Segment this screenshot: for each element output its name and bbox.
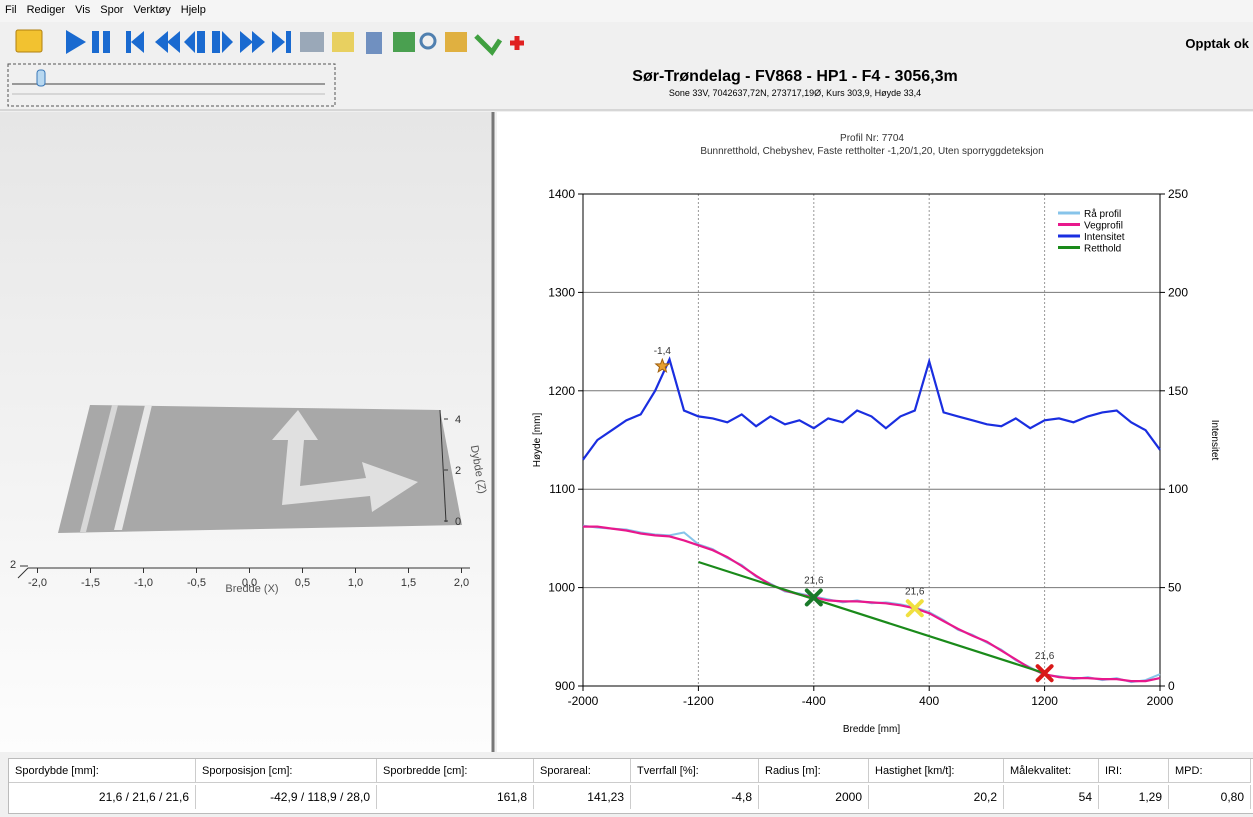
toolbar: [8, 30, 524, 106]
map-icon[interactable]: [445, 32, 467, 52]
surface-x-tick-label: 0,5: [295, 577, 310, 589]
table-header: Sporposisjon [cm]:: [196, 759, 377, 783]
legend-label: Retthold: [1084, 244, 1121, 255]
edit-icon[interactable]: [332, 32, 354, 52]
y-tick-label: 1300: [548, 285, 575, 299]
legend-label: Vegprofil: [1084, 221, 1123, 232]
pause-icon: [103, 31, 110, 53]
table-header: IRI:: [1099, 759, 1169, 783]
y-tick-label: 1400: [548, 187, 575, 201]
surface-z-tick-label: 2: [455, 465, 461, 477]
y-tick-label: 1200: [548, 384, 575, 398]
table-header: Radius [m]:: [759, 759, 869, 783]
table-value: 141,23: [534, 785, 631, 809]
nav-icons[interactable]: [126, 31, 291, 53]
y2-tick-label: 0: [1168, 679, 1175, 693]
y-tick-label: 900: [555, 679, 575, 693]
y2-tick-label: 100: [1168, 482, 1188, 496]
header-subtitle: Sone 33V, 7042637,72N, 273717,19Ø, Kurs …: [495, 88, 1095, 98]
table-header: MPD:: [1169, 759, 1251, 783]
table-value: -42,9 / 118,9 / 28,0: [196, 785, 377, 809]
x-tick-label: -2000: [568, 694, 599, 708]
y2-axis-label: Intensitet: [1209, 420, 1220, 461]
play-icon[interactable]: [66, 30, 86, 54]
surface-x-tick-label: -2,0: [28, 577, 47, 589]
table-value: 161,8: [377, 785, 534, 809]
y-tick-label: 1100: [549, 482, 575, 496]
y2-tick-label: 50: [1168, 581, 1182, 595]
x-tick-label: 2000: [1147, 694, 1174, 708]
x-tick-label: 400: [919, 694, 939, 708]
x-tick-label: 1200: [1031, 694, 1058, 708]
table-value: 2000: [759, 785, 869, 809]
legend-label: Rå profil: [1084, 208, 1121, 220]
y2-tick-label: 150: [1168, 384, 1188, 398]
surface-x-label: Bredde (X): [225, 583, 278, 595]
y2-tick-label: 250: [1168, 187, 1188, 201]
table-header: Sporareal:: [534, 759, 631, 783]
search-icon[interactable]: [421, 34, 435, 48]
table-value: 20,2: [869, 785, 1004, 809]
copy-icon[interactable]: [393, 32, 415, 52]
open-icon[interactable]: [16, 30, 42, 52]
table-value: 21,6 / 21,6 / 21,6: [9, 785, 196, 809]
chart-title: Profil Nr: 7704: [840, 133, 904, 144]
surface-z-tick-label: 0: [455, 516, 461, 528]
table-value: 54: [1004, 785, 1099, 809]
surface-y-tick-label: 2: [10, 559, 16, 571]
slider-thumb[interactable]: [37, 70, 45, 86]
table-header: Spordybde [mm]:: [9, 759, 196, 783]
header-title: Sør-Trøndelag - FV868 - HP1 - F4 - 3056,…: [495, 68, 1095, 86]
surface-x-tick-label: 1,5: [401, 577, 416, 589]
surface-x-tick-label: -1,0: [134, 577, 153, 589]
canvas: -2,0-1,5-1,0-0,50,00,51,01,52,0Bredde (X…: [0, 0, 1253, 817]
x-tick-label: -400: [802, 694, 826, 708]
marker-label: 21,6: [804, 575, 824, 586]
y-tick-label: 1000: [548, 581, 575, 595]
table-value: 1,29: [1099, 785, 1169, 809]
marker-label: -1,4: [654, 346, 672, 357]
marker-label: 21,6: [905, 586, 925, 597]
y2-tick-label: 200: [1168, 285, 1188, 299]
table-value: 0,80: [1169, 785, 1251, 809]
table-header: Hastighet [km/t]:: [869, 759, 1004, 783]
legend-label: Intensitet: [1084, 232, 1125, 243]
surface-x-tick-label: -0,5: [187, 577, 206, 589]
chart-subtitle: Bunnretthold, Chebyshev, Faste rettholte…: [700, 146, 1043, 157]
table-header: Sporbredde [cm]:: [377, 759, 534, 783]
surface-x-tick-label: -1,5: [81, 577, 100, 589]
add-icon[interactable]: [510, 36, 524, 50]
status-text: Opptak ok: [1185, 36, 1249, 51]
marker-label: 21,6: [1035, 651, 1055, 662]
app-window: FilRedigerVisSporVerktøyHjelp: [0, 0, 1253, 817]
table-header: Målekvalitet:: [1004, 759, 1099, 783]
x-axis-label: Bredde [mm]: [843, 724, 900, 735]
tools-icon[interactable]: [300, 32, 324, 52]
y-axis-label: Høyde [mm]: [532, 413, 543, 468]
x-tick-label: -1200: [683, 694, 714, 708]
pause-icon[interactable]: [92, 31, 99, 53]
surface-x-tick-label: 1,0: [348, 577, 363, 589]
surface-x-tick-label: 2,0: [454, 577, 469, 589]
check-icon[interactable]: [476, 36, 500, 52]
surface-z-tick-label: 4: [455, 414, 461, 426]
table-header: Tverrfall [%]:: [631, 759, 759, 783]
table-value: -4,8: [631, 785, 759, 809]
device-icon[interactable]: [366, 32, 382, 54]
